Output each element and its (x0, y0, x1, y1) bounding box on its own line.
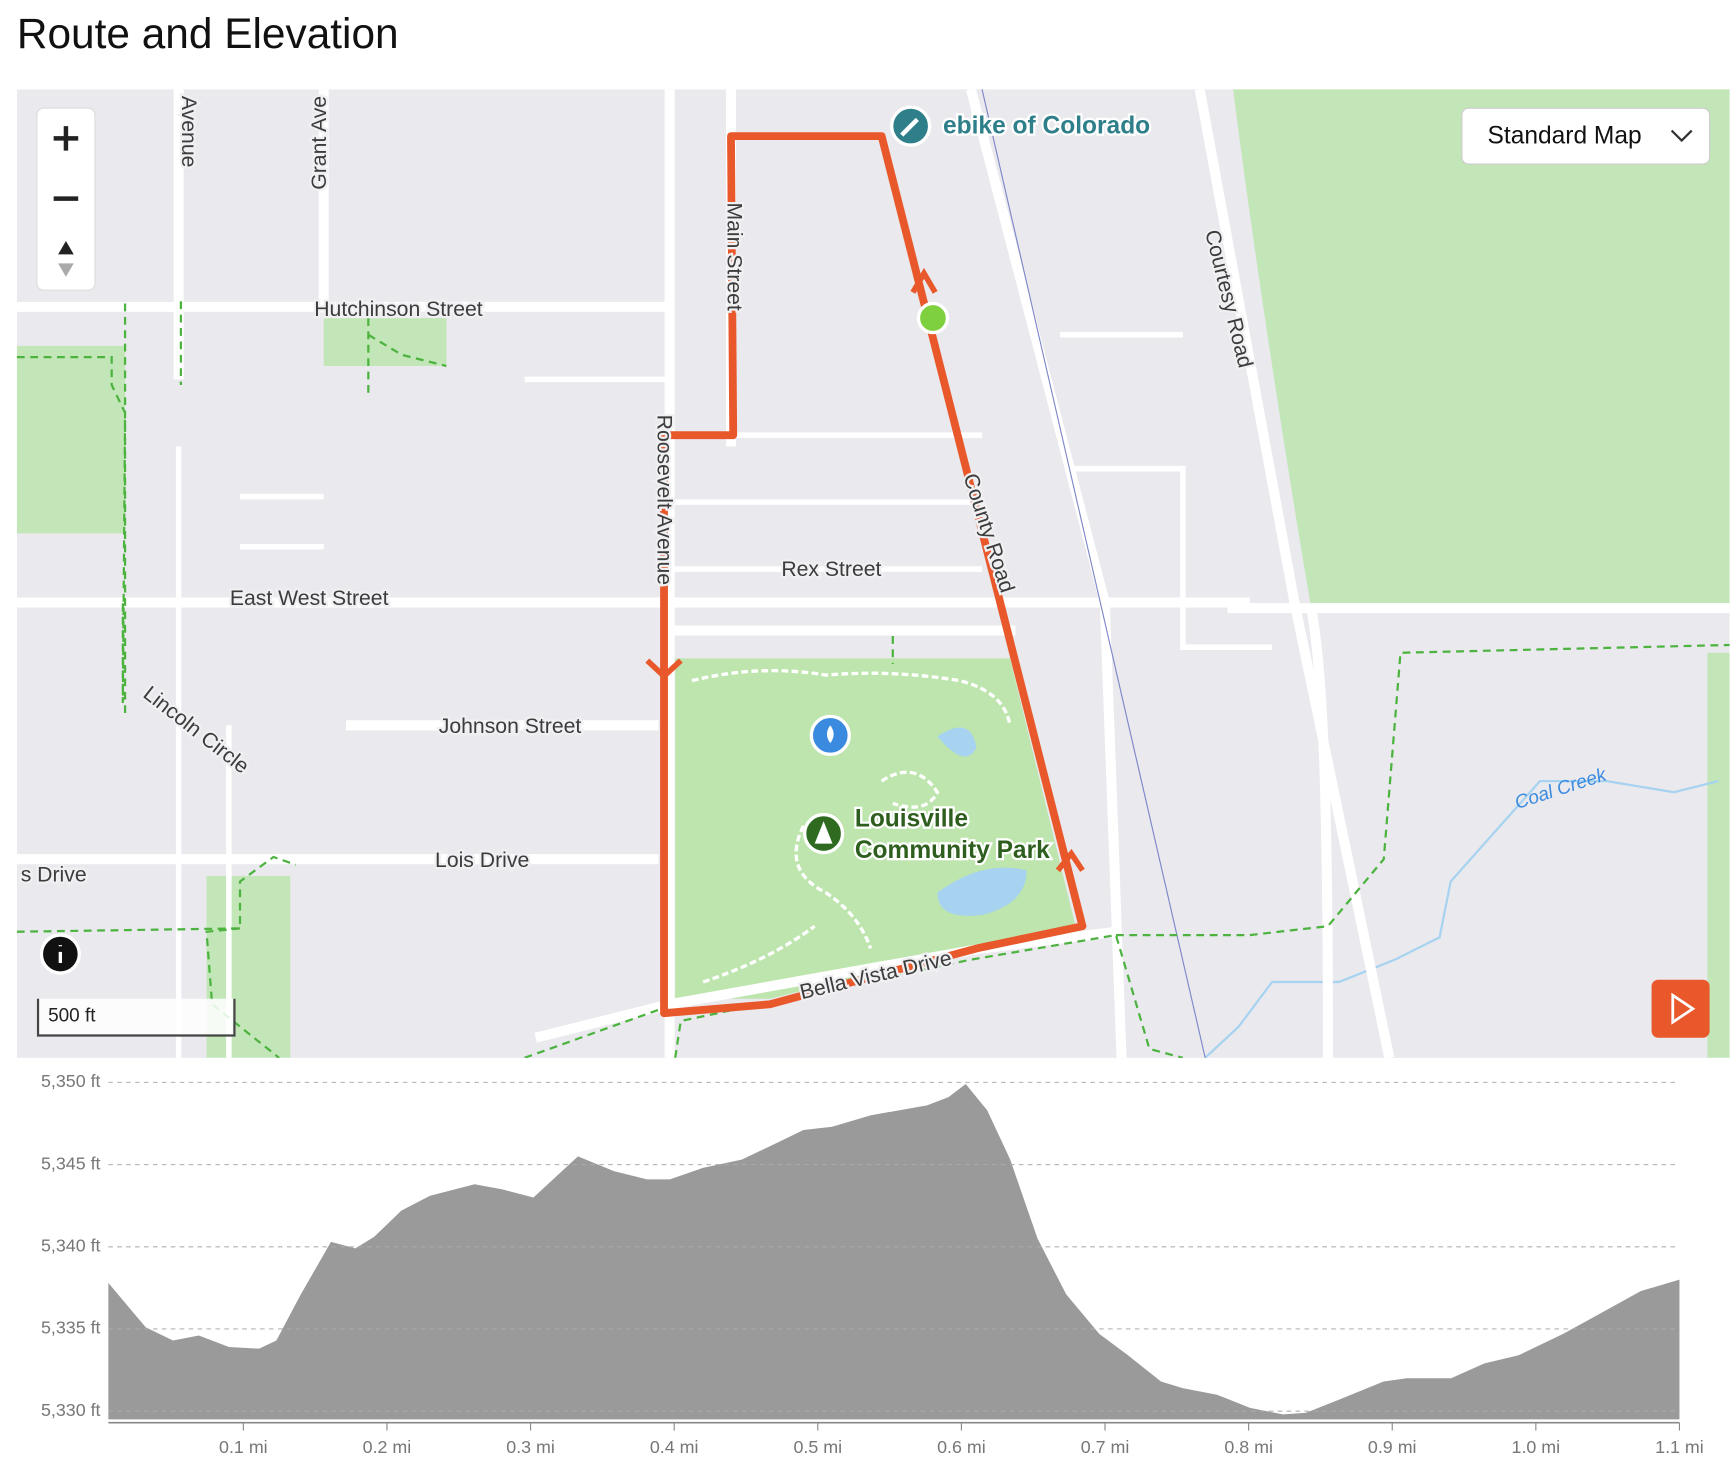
route (645, 132, 1087, 1018)
poi-icons (802, 105, 932, 855)
map[interactable]: Avenue Grant Ave Hutchinson Street Main Str… (16, 89, 1730, 1058)
poi-label: Louisville (855, 806, 968, 833)
street-label: Johnson Street (439, 715, 582, 738)
creek (1204, 779, 1719, 1058)
chevron (1670, 129, 1693, 143)
park-paths (691, 668, 1012, 984)
street-label: Hutchinson Street (314, 298, 483, 321)
compass[interactable] (58, 241, 74, 255)
y-tick-label: 5,340 ft (41, 1235, 101, 1255)
park-area (1707, 652, 1730, 1058)
x-tick-label: 0.5 mi (793, 1437, 842, 1457)
scale-bg (36, 998, 236, 1036)
street-label: Avenue (177, 96, 200, 167)
zoom-in[interactable] (53, 126, 79, 151)
x-tick-label: 0.4 mi (650, 1437, 699, 1457)
park-area (16, 345, 126, 534)
compass (58, 263, 74, 277)
street-label: Lois Drive (435, 849, 529, 872)
park-area (1233, 89, 1730, 609)
street-label: Roosevelt Avenue (652, 415, 675, 585)
street-label: East West Street (230, 587, 389, 610)
x-tick-label: 0.2 mi (363, 1437, 412, 1457)
street-label: Rex Street (781, 558, 881, 581)
x-tick-label: 0.8 mi (1224, 1437, 1273, 1457)
x-tick-label: 0.1 mi (219, 1437, 268, 1457)
scale-line (36, 998, 236, 1037)
map-style-selector[interactable]: Standard Map (1461, 107, 1711, 165)
poi-label: Community Park (855, 837, 1050, 864)
rail-line (981, 89, 1206, 1058)
info-button[interactable] (39, 933, 81, 975)
x-tick-label: 1.1 mi (1655, 1437, 1704, 1457)
park-area (323, 318, 447, 366)
x-tick-label: 0.7 mi (1081, 1437, 1130, 1457)
selector-box[interactable] (1461, 107, 1711, 165)
x-tick-label: 1.0 mi (1512, 1437, 1561, 1457)
start-point (916, 301, 950, 335)
street-label: Grant Ave (308, 96, 331, 190)
route-line (660, 132, 1087, 1018)
elevation-chart: 5,330 ft 5,335 ft 5,340 ft 5,345 ft 5,350 ft… (41, 1071, 1704, 1457)
play-bg[interactable] (1651, 979, 1710, 1038)
poi-label: ebike of Colorado (943, 113, 1150, 140)
y-tick-label: 5,345 ft (41, 1153, 101, 1173)
scale-bar: 500 ft (36, 998, 236, 1037)
y-tick-label: 5,350 ft (41, 1071, 101, 1091)
zoom-controls[interactable] (36, 107, 96, 291)
x-tick-label: 0.9 mi (1368, 1437, 1417, 1457)
y-tick-label: 5,330 ft (41, 1400, 101, 1420)
page-title: Route and Elevation (17, 10, 399, 57)
elevation-area (108, 1084, 1680, 1420)
street-label: s Drive (21, 864, 87, 887)
roads (16, 89, 1730, 1058)
route-arrow (645, 267, 1085, 873)
pond (937, 727, 1027, 916)
scale-label: 500 ft (48, 1006, 96, 1027)
street-label: Main Street (723, 202, 746, 310)
selector-label: Standard Map (1488, 123, 1642, 150)
y-tick-label: 5,335 ft (41, 1318, 101, 1338)
play-icon (1671, 992, 1696, 1025)
x-tick-label: 0.3 mi (506, 1437, 555, 1457)
play-button[interactable] (1651, 979, 1710, 1038)
x-tick-label: 0.6 mi (937, 1437, 986, 1457)
